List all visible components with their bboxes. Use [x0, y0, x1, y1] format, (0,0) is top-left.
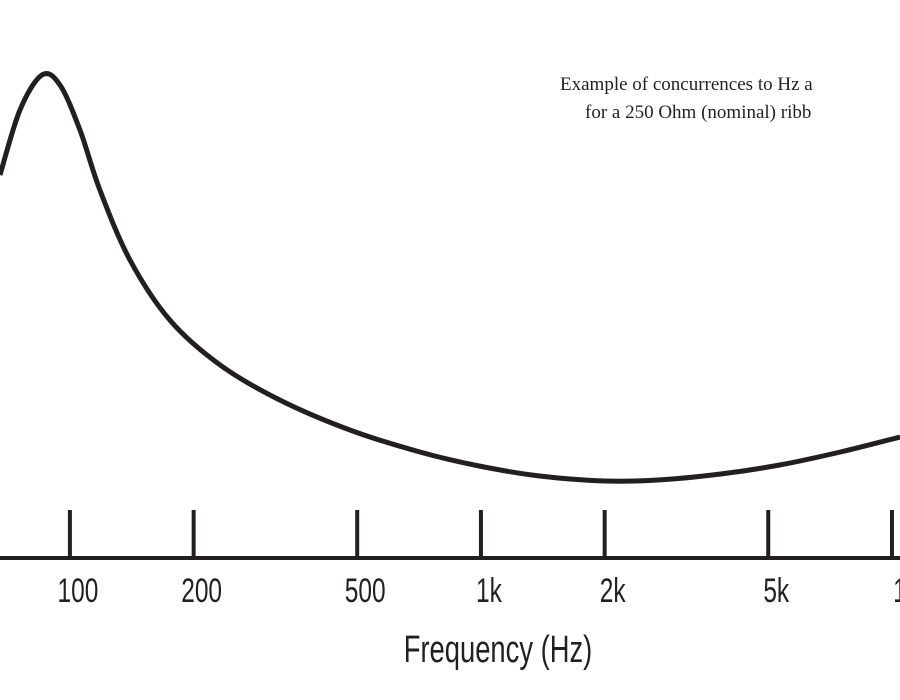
- annotation: for a 250 Ohm (nominal) ribb: [585, 102, 811, 123]
- x-tick-label: 500: [345, 572, 386, 610]
- x-tick-label: 1k: [476, 572, 502, 610]
- x-tick-label: 1: [893, 572, 900, 610]
- x-axis-title: Frequency (Hz): [404, 629, 593, 671]
- x-tick-label: 5k: [763, 572, 789, 610]
- x-tick-label: 100: [57, 572, 98, 610]
- x-tick-label: 200: [181, 572, 222, 610]
- annotation: Example of concurrences to Hz a: [560, 74, 813, 95]
- curve: [0, 71, 900, 484]
- x-tick-label: 2k: [600, 572, 626, 610]
